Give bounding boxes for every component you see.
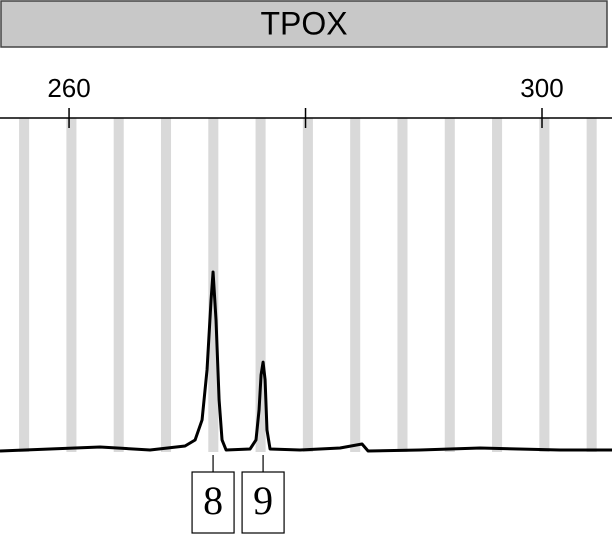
x-tick-label: 260 [47,73,90,103]
bin [444,118,455,452]
bin [350,118,361,452]
allele-box [241,471,285,534]
bin [66,118,77,452]
allele-label: 8 [203,478,223,523]
x-tick-label: 300 [520,73,563,103]
bin [492,118,503,452]
bin [160,118,172,452]
allele-label: 9 [253,478,273,523]
bin [113,118,124,452]
bin [539,118,550,452]
bin [302,118,313,452]
chart-title: TPOX [260,5,347,41]
bin [397,118,408,452]
bin [586,118,597,452]
bin [255,118,266,452]
bin [19,118,30,452]
header-bar [0,0,608,48]
allele-box [191,471,235,534]
trace [0,270,612,453]
